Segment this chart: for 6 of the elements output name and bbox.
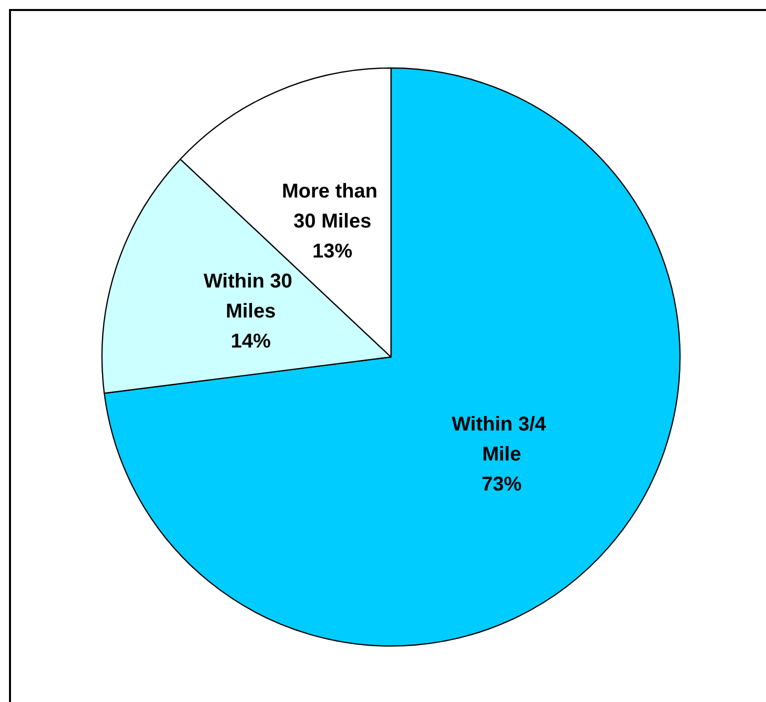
data-label: 73%: [482, 474, 522, 496]
slice-label: More than 30 Miles: [282, 180, 383, 233]
slice-label: Within 3/4 Mile: [452, 414, 552, 466]
data-label: 13%: [312, 240, 353, 263]
slice-label: Within 30 Miles: [204, 270, 298, 322]
data-label: 14%: [230, 330, 271, 352]
